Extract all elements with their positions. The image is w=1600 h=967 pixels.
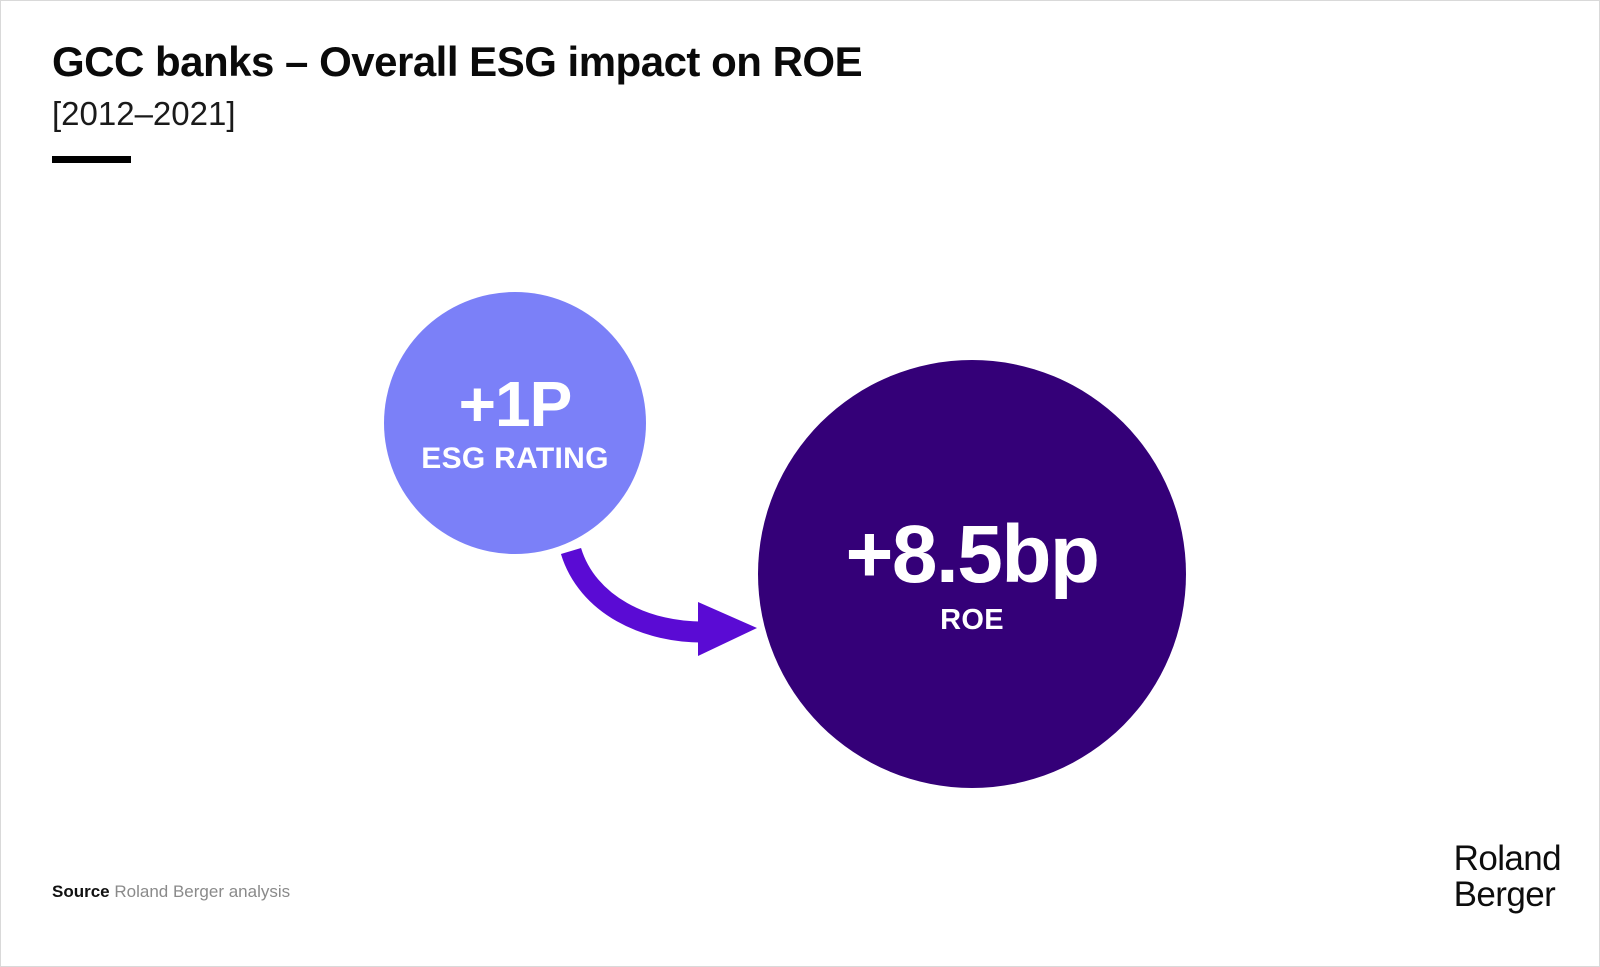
roland-berger-logo: Roland Berger (1453, 839, 1562, 914)
page-subtitle: [2012–2021] (52, 95, 236, 133)
title-rule (52, 155, 131, 163)
esg-rating-value: +1P (458, 368, 573, 440)
roe-bubble: +8.5bp ROE (758, 360, 1186, 788)
logo-line-roland: Roland (1453, 839, 1562, 878)
impact-arrow-icon (560, 547, 757, 656)
logo-line-berger: Berger (1453, 874, 1556, 914)
roe-label: ROE (940, 603, 1004, 636)
page-title: GCC banks – Overall ESG impact on ROE (52, 38, 863, 85)
roe-value: +8.5bp (845, 508, 1100, 600)
source-label: Source (52, 882, 110, 901)
esg-rating-label: ESG RATING (421, 442, 609, 475)
source-text: Roland Berger analysis (114, 882, 291, 901)
header: GCC banks – Overall ESG impact on ROE [2… (52, 39, 1252, 163)
esg-rating-bubble: +1P ESG RATING (384, 292, 646, 554)
source-note: Source Roland Berger analysis (52, 882, 290, 902)
